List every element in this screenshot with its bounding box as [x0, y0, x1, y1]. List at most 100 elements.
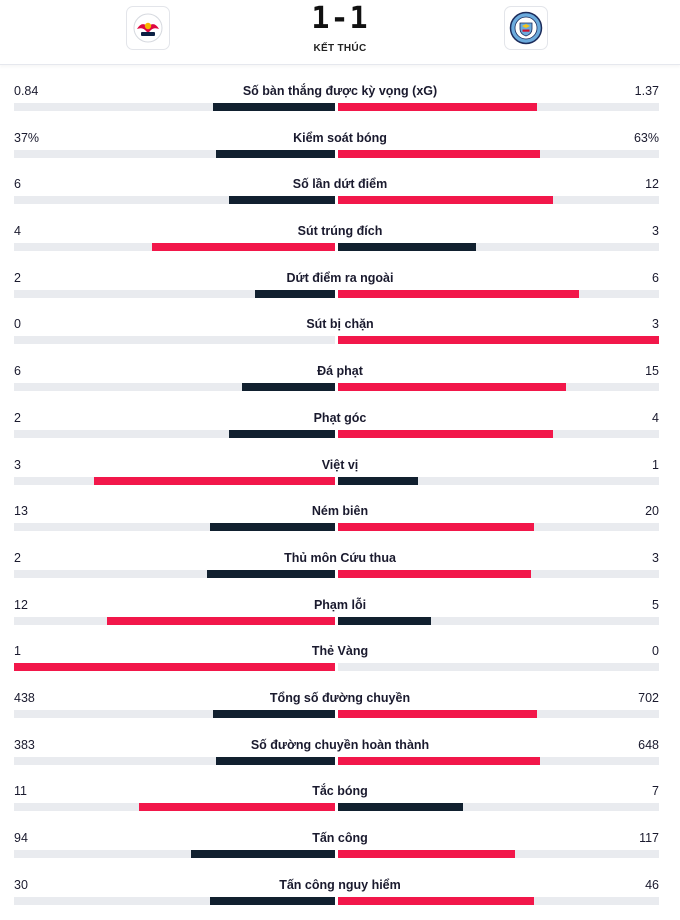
- away-bar-track: [338, 383, 659, 392]
- stat-row: 13 Ném biên 20: [0, 500, 680, 547]
- home-bar-fill: [209, 896, 335, 905]
- away-bar-track: [338, 709, 659, 718]
- away-bar-fill: [338, 243, 477, 252]
- home-bar-fill: [190, 850, 335, 858]
- stat-label: Việt vị: [321, 457, 359, 472]
- stat-home-value: 6: [14, 364, 21, 379]
- stat-label: Tổng số đường chuyền: [269, 690, 411, 705]
- home-bar-fill: [206, 569, 335, 578]
- stat-label: Đá phạt: [317, 364, 363, 379]
- stat-home-value: 30: [14, 877, 28, 892]
- stat-home-value: 1: [14, 644, 21, 659]
- stat-label: Thẻ Vàng: [311, 644, 369, 659]
- away-bar-track: [338, 523, 659, 532]
- stat-away-value: 20: [645, 504, 659, 519]
- stat-label: Tắc bóng: [312, 784, 368, 799]
- stat-home-value: 438: [14, 690, 35, 705]
- away-bar-fill: [338, 756, 541, 765]
- stat-away-value: 7: [652, 784, 659, 799]
- stat-home-value: 383: [14, 737, 35, 752]
- away-bar-fill: [338, 103, 538, 111]
- stat-label: Số lần dứt điểm: [292, 177, 388, 192]
- stat-home-value: 3: [14, 457, 21, 472]
- match-header: 1-1 KẾT THÚC: [0, 0, 680, 65]
- stat-row: 37% Kiểm soát bóng 63%: [0, 127, 680, 174]
- home-bar-track: [14, 756, 335, 765]
- stat-away-value: 702: [638, 690, 659, 705]
- stat-label: Tấn công nguy hiểm: [279, 877, 401, 892]
- home-bar-track: [14, 429, 335, 438]
- stat-row: 438 Tổng số đường chuyền 702: [0, 687, 680, 734]
- stat-row: 94 Tấn công 117: [0, 827, 680, 874]
- away-bar-fill: [338, 429, 554, 438]
- stat-label: Phạm lỗi: [313, 597, 367, 612]
- home-team-logo[interactable]: [126, 6, 170, 50]
- stat-away-value: 3: [652, 550, 659, 565]
- home-bar-track: [14, 663, 335, 672]
- away-team-logo[interactable]: [504, 6, 548, 50]
- stat-away-value: 6: [652, 270, 659, 285]
- stat-row: 2 Dứt điểm ra ngoài 6: [0, 267, 680, 314]
- stat-label: Sút bị chặn: [306, 317, 374, 332]
- stat-label: Số bàn thắng được kỳ vọng (xG): [242, 84, 438, 98]
- home-bar-track: [14, 896, 335, 905]
- away-bar-track: [338, 429, 659, 438]
- stat-home-value: 94: [14, 831, 28, 845]
- stat-home-value: 0.84: [14, 84, 39, 98]
- away-bar-fill: [338, 803, 464, 812]
- stat-home-value: 11: [14, 784, 27, 799]
- away-bar-fill: [338, 709, 538, 718]
- stat-away-value: 1: [652, 457, 659, 472]
- home-bar-fill: [107, 616, 335, 625]
- home-bar-track: [14, 569, 335, 578]
- home-bar-fill: [216, 149, 335, 158]
- stat-away-value: 1.37: [634, 84, 659, 98]
- stat-row: 6 Đá phạt 15: [0, 360, 680, 407]
- away-bar-track: [338, 196, 659, 205]
- away-bar-track: [338, 103, 659, 111]
- stat-row: 2 Phạt góc 4: [0, 407, 680, 454]
- stat-home-value: 2: [14, 550, 21, 565]
- away-bar-fill: [338, 149, 541, 158]
- stat-home-value: 37%: [14, 130, 40, 145]
- away-bar-fill: [338, 569, 531, 578]
- home-bar-fill: [94, 476, 335, 485]
- stat-home-value: 0: [14, 317, 21, 332]
- stat-row: 12 Phạm lỗi 5: [0, 594, 680, 641]
- away-bar-track: [338, 803, 659, 812]
- away-bar-fill: [338, 523, 534, 532]
- home-bar-track: [14, 803, 335, 812]
- away-bar-track: [338, 663, 659, 672]
- away-bar-fill: [338, 476, 419, 485]
- stat-away-value: 12: [645, 177, 659, 192]
- stat-row: 1 Thẻ Vàng 0: [0, 640, 680, 687]
- home-bar-fill: [241, 383, 335, 392]
- stat-label: Ném biên: [311, 504, 369, 519]
- home-bar-track: [14, 243, 335, 252]
- home-bar-track: [14, 523, 335, 532]
- stat-away-value: 3: [652, 317, 659, 332]
- rb-leipzig-crest-icon: [133, 13, 163, 43]
- away-bar-track: [338, 896, 659, 905]
- away-bar-fill: [338, 896, 534, 905]
- home-bar-track: [14, 709, 335, 718]
- home-bar-fill: [213, 709, 335, 718]
- home-bar-track: [14, 383, 335, 392]
- home-bar-track: [14, 103, 335, 111]
- home-bar-fill: [213, 103, 335, 111]
- away-bar-track: [338, 149, 659, 158]
- stat-away-value: 648: [638, 737, 659, 752]
- away-bar-fill: [338, 336, 659, 345]
- stat-home-value: 4: [14, 224, 21, 239]
- stat-away-value: 46: [645, 877, 659, 892]
- home-bar-fill: [229, 429, 335, 438]
- stat-away-value: 15: [645, 364, 659, 379]
- stat-row: 0 Sút bị chặn 3: [0, 313, 680, 360]
- stat-label: Số đường chuyền hoàn thành: [250, 737, 430, 752]
- home-bar-fill: [229, 196, 335, 205]
- home-bar-track: [14, 289, 335, 298]
- away-bar-track: [338, 243, 659, 252]
- stat-away-value: 4: [652, 410, 659, 425]
- away-bar-fill: [338, 850, 515, 858]
- home-bar-track: [14, 476, 335, 485]
